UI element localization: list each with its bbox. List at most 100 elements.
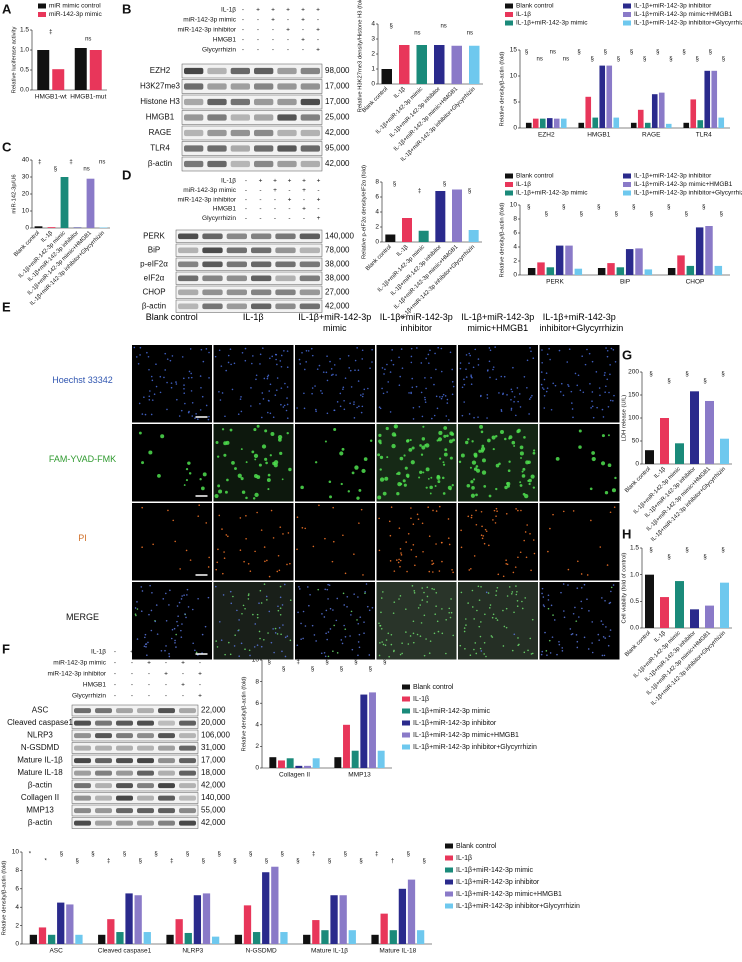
cell-dot bbox=[405, 608, 407, 610]
cell-dot bbox=[421, 437, 426, 441]
x-tick-label: RAGE bbox=[642, 132, 661, 139]
cell-dot bbox=[605, 347, 607, 349]
cell-dot bbox=[163, 376, 165, 379]
significance-mark: § bbox=[667, 205, 670, 211]
bar bbox=[38, 927, 47, 944]
cell-dot bbox=[522, 492, 526, 496]
cell-dot bbox=[495, 590, 498, 592]
cell-dot bbox=[562, 510, 565, 513]
cell-dot bbox=[421, 587, 424, 589]
cell-dot bbox=[146, 654, 148, 656]
cell-dot bbox=[283, 350, 285, 352]
cell-dot bbox=[433, 414, 436, 417]
cell-dot bbox=[169, 359, 172, 362]
condition-sign: - bbox=[242, 17, 244, 24]
cell-dot bbox=[390, 359, 393, 362]
cell-dot bbox=[448, 611, 451, 614]
bar bbox=[360, 694, 368, 768]
cell-dot bbox=[284, 382, 286, 385]
condition-label: miR-142-3p inhibitor bbox=[177, 27, 236, 34]
cell-dot bbox=[505, 607, 508, 610]
cell-dot bbox=[450, 432, 455, 436]
cell-dot bbox=[481, 525, 483, 528]
bar bbox=[704, 70, 711, 128]
cell-dot bbox=[266, 377, 269, 380]
cell-dot bbox=[445, 618, 447, 621]
cell-dot bbox=[561, 650, 564, 652]
cell-dot bbox=[242, 604, 245, 607]
cell-dot bbox=[402, 479, 406, 483]
cell-dot bbox=[302, 610, 305, 613]
cell-dot bbox=[583, 583, 586, 586]
cell-dot bbox=[245, 496, 248, 500]
y-tick-label: 200 bbox=[628, 369, 639, 376]
blot-strip bbox=[71, 767, 199, 779]
band-label: TLR4 bbox=[150, 144, 170, 153]
significance-mark: § bbox=[615, 212, 618, 218]
cell-dot bbox=[392, 612, 395, 614]
cell-dot bbox=[428, 570, 431, 573]
cell-dot bbox=[591, 642, 593, 644]
cell-dot bbox=[431, 417, 433, 420]
cell-dot bbox=[563, 616, 566, 619]
cell-dot bbox=[258, 602, 260, 604]
cell-dot bbox=[518, 393, 521, 395]
cell-dot bbox=[464, 647, 466, 650]
cell-dot bbox=[288, 467, 292, 472]
cell-dot bbox=[421, 599, 424, 601]
cell-dot bbox=[333, 427, 337, 431]
cell-dot bbox=[329, 360, 331, 363]
cell-dot bbox=[438, 570, 441, 572]
cell-dot bbox=[264, 457, 268, 461]
cell-dot bbox=[408, 392, 410, 394]
blot-band bbox=[116, 820, 133, 826]
bar bbox=[343, 724, 350, 768]
bar bbox=[286, 758, 294, 768]
cell-dot bbox=[309, 593, 311, 596]
cell-dot bbox=[433, 632, 436, 635]
bar bbox=[683, 122, 690, 128]
bar bbox=[66, 904, 74, 944]
cell-dot bbox=[483, 653, 485, 655]
cell-dot bbox=[504, 437, 507, 441]
cell-dot bbox=[199, 375, 202, 377]
micrograph bbox=[376, 503, 457, 581]
cell-dot bbox=[449, 351, 452, 354]
cell-dot bbox=[541, 587, 544, 590]
cell-dot bbox=[470, 374, 472, 376]
significance-mark: § bbox=[649, 372, 652, 378]
cell-dot bbox=[430, 476, 433, 479]
cell-dot bbox=[239, 549, 242, 552]
cell-dot bbox=[199, 478, 202, 481]
bar bbox=[660, 597, 669, 628]
bar bbox=[645, 450, 654, 464]
cell-dot bbox=[438, 396, 441, 398]
cell-dot bbox=[339, 451, 344, 456]
blot-strip bbox=[71, 792, 199, 804]
bar bbox=[418, 230, 429, 242]
x-tick-label: BiP bbox=[620, 279, 630, 286]
condition-sign: + bbox=[317, 178, 321, 185]
cell-dot bbox=[607, 406, 610, 408]
cell-dot bbox=[140, 586, 143, 588]
cell-dot bbox=[175, 383, 178, 385]
cell-dot bbox=[391, 432, 397, 437]
cell-dot bbox=[164, 649, 166, 652]
cell-dot bbox=[576, 587, 579, 589]
condition-sign: - bbox=[259, 196, 261, 203]
cell-dot bbox=[141, 590, 144, 592]
cell-dot bbox=[432, 562, 435, 565]
cell-dot bbox=[269, 383, 272, 386]
cell-dot bbox=[324, 440, 327, 443]
bar bbox=[34, 226, 43, 228]
cell-dot bbox=[434, 484, 437, 487]
condition-sign: - bbox=[182, 671, 184, 678]
cell-dot bbox=[547, 594, 550, 597]
bar bbox=[89, 50, 102, 90]
cell-dot bbox=[591, 451, 595, 455]
significance-mark: § bbox=[597, 205, 600, 211]
cell-dot bbox=[385, 426, 389, 431]
cell-dot bbox=[526, 387, 528, 389]
condition-sign: - bbox=[199, 660, 201, 667]
condition-sign: - bbox=[199, 682, 201, 689]
